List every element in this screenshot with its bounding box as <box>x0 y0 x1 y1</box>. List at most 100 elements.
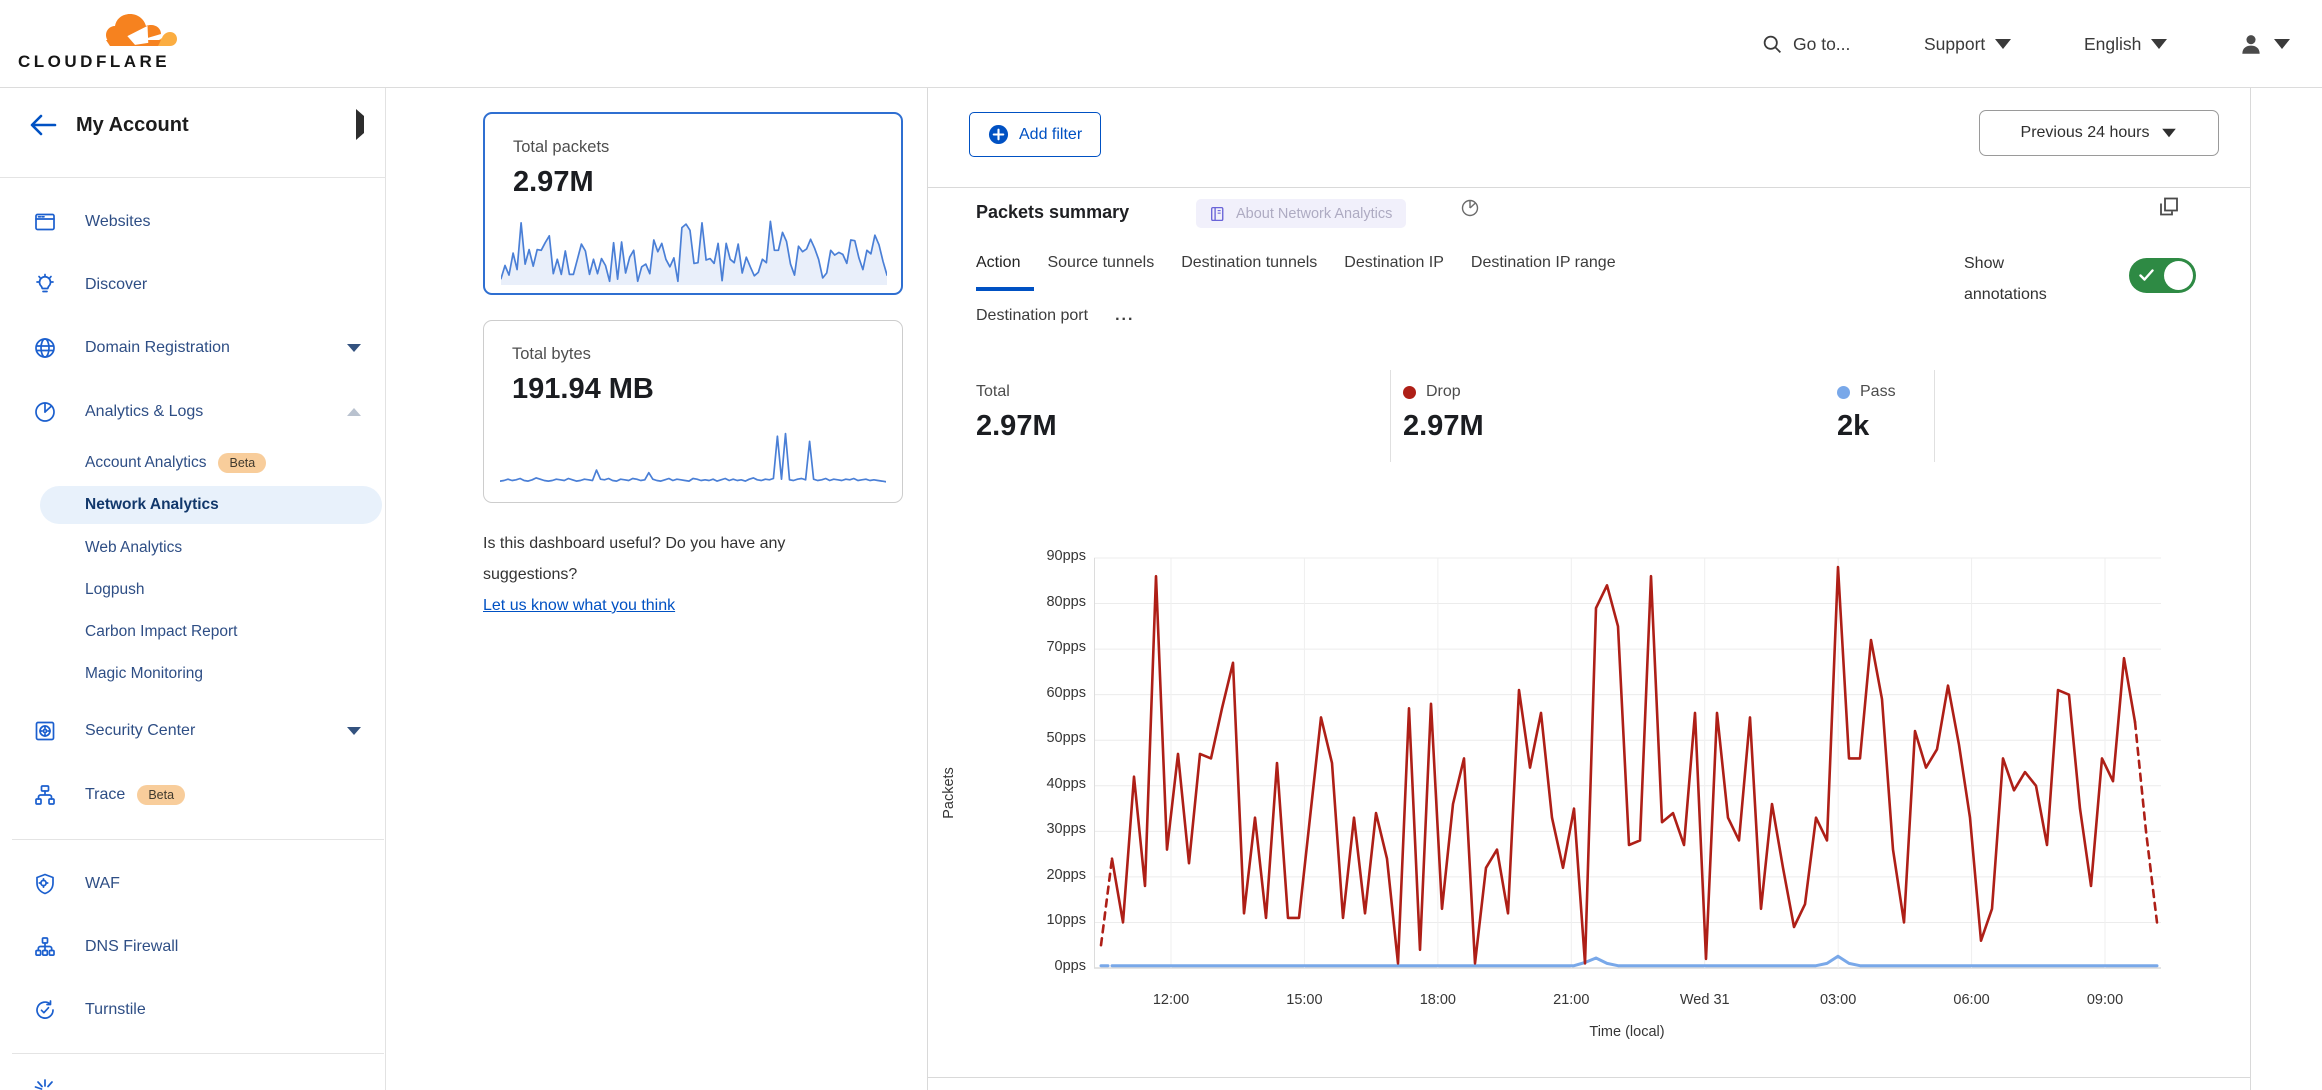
summary-tabs-row1: Action Source tunnels Destination tunnel… <box>976 254 1616 282</box>
tab-destination-port[interactable]: Destination port <box>976 307 1089 324</box>
sidebar-item-label: Network Analytics <box>85 496 219 513</box>
divider <box>12 839 384 840</box>
y-tick-label: 70pps <box>1046 639 1086 656</box>
chevron-down-icon <box>2162 128 2177 138</box>
divider <box>928 1077 2250 1078</box>
stat-value: 2k <box>1837 410 1870 442</box>
y-tick-label: 40pps <box>1046 775 1086 792</box>
chevron-down-icon <box>2274 39 2290 49</box>
sidebar-item-discover[interactable]: Discover <box>0 265 385 305</box>
y-tick-label: 60pps <box>1046 684 1086 701</box>
sidebar-item-web-analytics[interactable]: Web Analytics <box>0 528 385 568</box>
add-filter-button[interactable]: Add filter <box>969 112 1102 157</box>
sidebar-item-websites[interactable]: Websites <box>0 202 385 242</box>
language-label: English <box>2084 33 2142 54</box>
sidebar-item-label: DNS Firewall <box>85 938 179 955</box>
sidebar-item-carbon-impact-report[interactable]: Carbon Impact Report <box>0 612 385 652</box>
tab-destination-ip-range[interactable]: Destination IP range <box>1470 254 1616 271</box>
stat-label: Total <box>976 383 1010 400</box>
plus-circle-icon <box>988 124 1009 145</box>
feedback-block: Is this dashboard useful? Do you have an… <box>483 528 923 621</box>
user-menu[interactable] <box>2238 0 2290 88</box>
chevron-down-icon <box>347 344 361 352</box>
sidebar-item-label: Magic Monitoring <box>85 665 204 682</box>
total-bytes-card[interactable]: Total bytes 191.94 MB <box>483 320 903 503</box>
total-packets-card[interactable]: Total packets 2.97M <box>483 112 903 295</box>
sidebar-item-domain-registration[interactable]: Domain Registration <box>0 328 385 368</box>
search-icon <box>1763 35 1781 53</box>
chevron-up-icon <box>347 408 361 416</box>
language-menu[interactable]: English <box>2084 0 2168 88</box>
sidebar-item-magic-monitoring[interactable]: Magic Monitoring <box>0 654 385 694</box>
browser-window-icon <box>35 213 55 231</box>
show-annotations-toggle[interactable] <box>2129 258 2196 293</box>
cloudflare-logo[interactable]: CLOUDFLARE <box>18 4 198 84</box>
sidebar-item-label: Trace <box>85 786 126 803</box>
chevron-down-icon <box>347 727 361 735</box>
active-tab-underline <box>976 287 1034 291</box>
divider <box>0 177 386 178</box>
sidebar-item-dns-firewall[interactable]: DNS Firewall <box>0 927 385 967</box>
more-tabs-button[interactable]: ... <box>1115 307 1135 324</box>
lightbulb-icon <box>36 273 54 293</box>
brand-wordmark: CLOUDFLARE <box>18 52 171 71</box>
sidebar-item-analytics-logs[interactable]: Analytics & Logs <box>0 392 385 432</box>
pie-mini-icon[interactable] <box>1460 198 1480 218</box>
add-filter-label: Add filter <box>1019 125 1083 143</box>
y-tick-label: 0pps <box>1054 958 1086 974</box>
sidebar: My Account Websites Discover <box>0 88 386 1090</box>
sidebar-item-security-center[interactable]: Security Center <box>0 711 385 751</box>
total-packets-sparkline <box>501 220 887 285</box>
stat-value: 2.97M <box>976 410 1057 442</box>
stat-total: Total 2.97M <box>976 383 1057 443</box>
divider <box>1934 370 1935 462</box>
sidebar-item-partial[interactable] <box>0 1076 385 1090</box>
sidebar-item-turnstile[interactable]: Turnstile <box>0 990 385 1030</box>
stat-drop: Drop 2.97M <box>1403 383 1484 443</box>
chevron-down-icon <box>1995 39 2012 49</box>
sidebar-item-label: Carbon Impact Report <box>85 623 238 640</box>
sidebar-item-waf[interactable]: WAF <box>0 864 385 904</box>
tab-source-tunnels[interactable]: Source tunnels <box>1047 254 1155 271</box>
expand-icon[interactable] <box>2158 196 2180 218</box>
sidebar-item-trace[interactable]: Trace Beta <box>0 775 385 815</box>
feedback-question: Is this dashboard useful? Do you have an… <box>483 535 786 583</box>
sitemap-icon <box>35 937 55 956</box>
drop-legend-dot <box>1403 385 1416 399</box>
x-tick-label: Wed 31 <box>1679 992 1730 1008</box>
y-tick-label: 10pps <box>1046 912 1086 929</box>
shield-gear-icon <box>36 873 54 895</box>
sidebar-item-network-analytics[interactable]: Network Analytics <box>40 486 382 524</box>
about-tag-label: About Network Analytics <box>1236 205 1393 222</box>
about-network-analytics-tag[interactable]: About Network Analytics <box>1196 199 1407 228</box>
tab-destination-tunnels[interactable]: Destination tunnels <box>1181 254 1318 271</box>
tab-action[interactable]: Action <box>976 254 1021 271</box>
x-tick-label: 06:00 <box>1953 992 1990 1008</box>
toggle-knob <box>2164 261 2193 290</box>
x-tick-label: 09:00 <box>2086 992 2124 1008</box>
tab-destination-ip[interactable]: Destination IP <box>1344 254 1444 271</box>
stat-label: Drop <box>1426 383 1461 400</box>
x-axis-title: Time (local) <box>1589 1024 1665 1040</box>
partial-icon <box>34 1079 53 1090</box>
support-menu[interactable]: Support <box>1924 0 2012 88</box>
feedback-link[interactable]: Let us know what you think <box>483 597 676 614</box>
sidebar-item-logpush[interactable]: Logpush <box>0 570 385 610</box>
vault-icon <box>35 721 55 741</box>
time-range-dropdown[interactable]: Previous 24 hours <box>1979 110 2219 156</box>
sidebar-item-account-analytics[interactable]: Account Analytics Beta <box>0 443 385 483</box>
packets-timeseries-chart[interactable]: Time (local) Packets 0pps 10pps 20pps 30pps… <box>931 545 2251 1075</box>
cloudflare-cloud-icon <box>106 14 177 46</box>
x-tick-label: 12:00 <box>1152 992 1190 1008</box>
x-tick-label: 18:00 <box>1419 992 1456 1008</box>
goto-label: Go to... <box>1793 33 1851 54</box>
goto-search[interactable]: Go to... <box>1762 0 1850 88</box>
sidebar-item-label: Account Analytics <box>85 454 207 471</box>
chevron-right-icon[interactable] <box>356 109 364 140</box>
y-tick-label: 20pps <box>1046 866 1086 883</box>
stat-value: 2.97M <box>1403 410 1484 442</box>
sidebar-item-label: Security Center <box>85 722 196 739</box>
back-arrow-icon[interactable] <box>28 112 58 138</box>
sidebar-item-label: Turnstile <box>85 1001 146 1018</box>
